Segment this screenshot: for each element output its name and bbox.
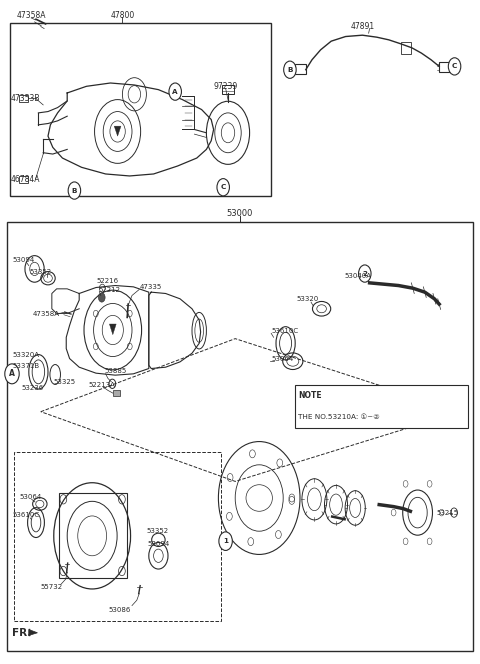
Text: 1: 1 xyxy=(223,538,228,544)
Text: 53094: 53094 xyxy=(12,256,34,263)
Text: FR.: FR. xyxy=(12,627,31,638)
Circle shape xyxy=(217,179,229,196)
Circle shape xyxy=(219,532,232,550)
Text: 53610C: 53610C xyxy=(12,511,39,518)
Text: 97239: 97239 xyxy=(214,82,238,91)
Bar xyxy=(113,390,120,396)
Bar xyxy=(439,62,450,72)
Text: 53610C: 53610C xyxy=(271,327,299,334)
Text: C: C xyxy=(220,184,226,191)
Text: B: B xyxy=(287,66,293,73)
Text: 46784A: 46784A xyxy=(11,175,40,184)
Text: 53371B: 53371B xyxy=(12,363,39,369)
Text: 53325: 53325 xyxy=(54,379,76,386)
Text: A: A xyxy=(172,88,178,95)
Circle shape xyxy=(359,265,371,282)
Text: 53320: 53320 xyxy=(297,296,319,303)
Circle shape xyxy=(169,83,181,100)
Bar xyxy=(7,222,473,651)
Text: 53064: 53064 xyxy=(19,493,41,500)
Text: 53352: 53352 xyxy=(146,528,168,535)
Text: 55732: 55732 xyxy=(41,584,63,590)
Text: 52213A: 52213A xyxy=(89,382,116,388)
Text: 53064: 53064 xyxy=(271,355,293,362)
Polygon shape xyxy=(114,126,121,136)
Text: 53885: 53885 xyxy=(105,368,127,374)
Text: 2: 2 xyxy=(362,270,367,277)
Circle shape xyxy=(68,182,81,199)
Text: B: B xyxy=(72,187,77,194)
Bar xyxy=(295,64,306,74)
Circle shape xyxy=(448,58,461,75)
Text: 52216: 52216 xyxy=(96,278,118,284)
Bar xyxy=(10,23,271,196)
Text: 53320A: 53320A xyxy=(12,352,39,359)
Text: C: C xyxy=(452,63,457,70)
Text: 53352: 53352 xyxy=(30,268,52,275)
Bar xyxy=(59,493,127,578)
Circle shape xyxy=(284,61,296,78)
Text: 47335: 47335 xyxy=(139,284,161,290)
Text: 53236: 53236 xyxy=(22,385,44,392)
Polygon shape xyxy=(109,324,116,335)
Text: NOTE: NOTE xyxy=(298,391,322,400)
Text: A: A xyxy=(9,369,15,378)
Bar xyxy=(19,176,28,183)
Circle shape xyxy=(5,364,19,384)
Text: 47891: 47891 xyxy=(350,22,374,31)
Bar xyxy=(222,85,234,94)
Text: 53215: 53215 xyxy=(437,509,459,516)
Text: 53094: 53094 xyxy=(148,541,170,548)
Polygon shape xyxy=(29,629,37,635)
Text: 53040A: 53040A xyxy=(345,273,372,280)
Circle shape xyxy=(98,293,105,302)
Text: THE NO.53210A: ①~②: THE NO.53210A: ①~② xyxy=(298,414,380,420)
Text: 47353B: 47353B xyxy=(11,94,40,103)
Bar xyxy=(14,452,221,621)
Text: 53000: 53000 xyxy=(227,209,253,218)
Text: 47358A: 47358A xyxy=(33,311,60,317)
Text: 47358A: 47358A xyxy=(17,11,46,20)
Text: 52212: 52212 xyxy=(98,286,120,293)
Bar xyxy=(295,385,468,428)
Text: 47800: 47800 xyxy=(110,11,134,20)
Bar xyxy=(401,42,411,54)
Text: 53086: 53086 xyxy=(109,606,131,613)
Bar xyxy=(19,95,28,102)
